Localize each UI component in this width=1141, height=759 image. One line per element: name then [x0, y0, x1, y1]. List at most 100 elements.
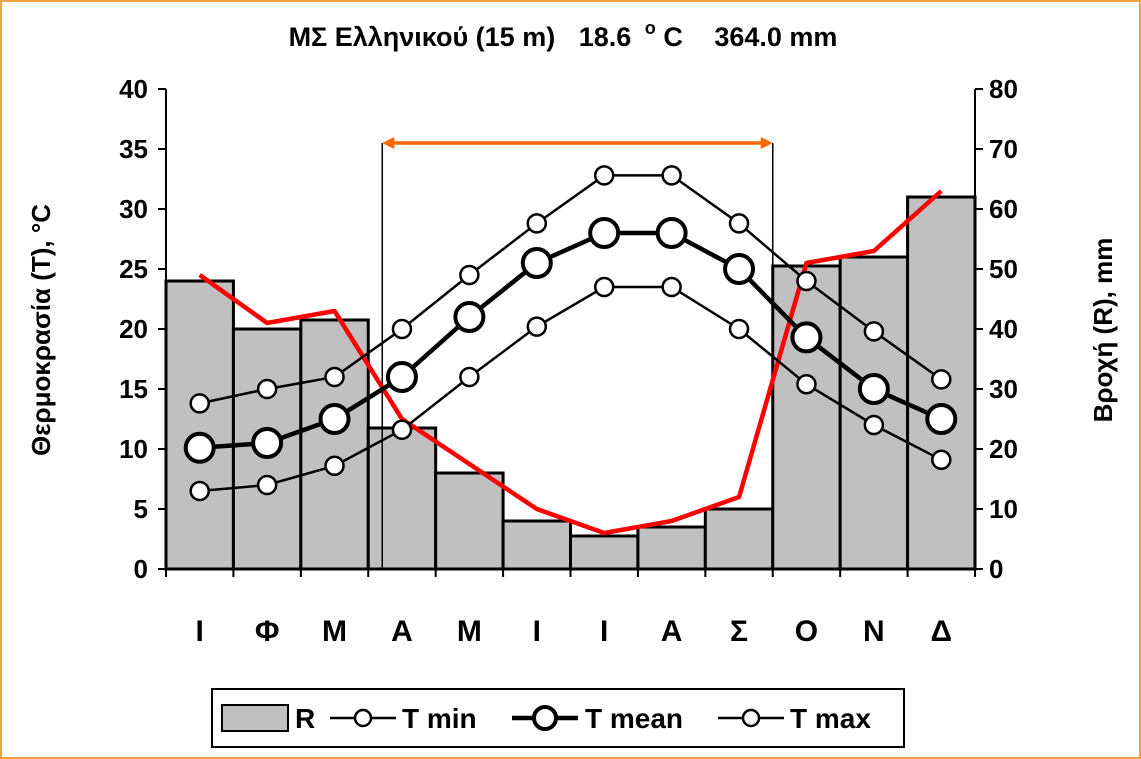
t-mean-point-2 [251, 427, 284, 459]
t-min-point-11 [863, 414, 885, 436]
t-mean-point-10 [790, 321, 823, 354]
t-mean-point-11 [857, 373, 890, 405]
t-max-point-3 [324, 366, 345, 388]
t-min-point-12 [931, 449, 952, 471]
month-label-1: Ι [196, 615, 204, 648]
t-max-point-5 [459, 264, 480, 286]
legend-swatch-r [221, 704, 289, 732]
legend-label-r: R [295, 703, 315, 734]
month-label-4: Α [391, 615, 413, 648]
y2-axis-label: Βροχή (R), mm [1088, 238, 1118, 423]
rain-bar-7 [569, 534, 640, 571]
rain-bar-11 [838, 255, 910, 571]
y-tick-label-25: 25 [119, 254, 148, 284]
y2-tick-label-0: 0 [989, 554, 1003, 584]
y2-tick-label-70: 70 [989, 134, 1018, 164]
rain-polyline [198, 189, 943, 536]
t-max-point-1 [189, 393, 210, 414]
t-min-point-9 [728, 318, 750, 340]
t-min-point-10 [796, 373, 817, 395]
t-mean-point-12 [925, 403, 958, 435]
t-max-point-6 [526, 213, 548, 234]
t-max-point-11 [863, 321, 885, 342]
legend-label-t-min: T min [402, 703, 477, 734]
y-tick-label-40: 40 [119, 74, 148, 104]
month-label-5: Μ [457, 615, 482, 648]
rain-bar-4 [366, 426, 438, 571]
t-max-point-12 [931, 369, 952, 390]
y2-tick-label-30: 30 [989, 374, 1018, 404]
y2-tick-label-60: 60 [989, 194, 1018, 224]
y2-tick-label-20: 20 [989, 434, 1018, 464]
dry-period [381, 137, 774, 569]
legend: R T min T mean T max [211, 688, 905, 748]
title-rain: 364.0 mm [714, 22, 837, 52]
y-tick-label-30: 30 [119, 194, 148, 224]
t-mean-point-8 [655, 217, 688, 249]
t-mean-point-1 [183, 431, 216, 464]
legend-label-t-max: T max [790, 703, 871, 734]
t-min-point-7 [593, 276, 615, 298]
rain-bar-3 [299, 318, 370, 571]
month-label-3: Μ [322, 615, 347, 648]
t-max-line [199, 174, 943, 405]
month-label-2: Φ [255, 615, 280, 648]
dry-period-arrowhead-right [760, 137, 773, 149]
rain-bar-1 [164, 279, 235, 571]
temperature-lines [183, 165, 958, 502]
y2-tick-label-40: 40 [989, 314, 1018, 344]
y-axis-label: Θερμοκρασία (Τ), °C [26, 204, 56, 456]
t-max-point-9 [728, 213, 750, 234]
chart-title: ΜΣ Ελληνικού (15 m) 18.6 o C 364.0 mm [289, 10, 838, 52]
t-max-point-4 [391, 318, 413, 340]
y2-tick-label-10: 10 [989, 494, 1018, 524]
t-max-point-2 [256, 378, 278, 400]
dry-period-arrowhead-left [382, 137, 395, 149]
y2-tick-label-80: 80 [989, 74, 1018, 104]
t-max-point-10 [796, 270, 817, 292]
title-temp-value: 18.6 [579, 22, 632, 52]
y-tick-label-20: 20 [119, 314, 148, 344]
left-tick-labels: 0 5 10 15 20 25 30 35 40 [119, 74, 148, 584]
t-mean-point-7 [588, 217, 621, 249]
month-label-6: Ι [533, 615, 541, 648]
t-max-point-7 [593, 165, 615, 186]
y-tick-label-0: 0 [134, 554, 148, 584]
month-label-8: Α [661, 615, 683, 648]
legend-marker-t-mean [532, 705, 558, 731]
rain-bar-5 [434, 471, 505, 571]
y-tick-label-15: 15 [119, 374, 148, 404]
month-label-9: Σ [730, 615, 748, 648]
t-min-point-3 [324, 455, 345, 477]
t-min-point-8 [661, 276, 682, 298]
t-min-point-5 [459, 366, 480, 388]
y-tick-label-10: 10 [119, 434, 148, 464]
rain-bar-8 [636, 525, 707, 571]
t-mean-point-5 [453, 301, 486, 333]
y2-tick-label-50: 50 [989, 254, 1018, 284]
right-tick-labels: 0 10 20 30 40 50 60 70 80 [989, 74, 1018, 584]
rain-bar-9 [703, 507, 775, 571]
title-celsius: C [663, 22, 683, 52]
title-degree: o [645, 18, 656, 38]
y-tick-label-35: 35 [119, 134, 148, 164]
t-mean-point-9 [723, 253, 756, 285]
t-mean-point-3 [318, 403, 351, 435]
month-label-10: Ο [795, 615, 818, 648]
axes [158, 88, 983, 577]
t-mean-point-4 [385, 361, 418, 393]
t-mean-point-6 [520, 247, 553, 279]
legend-marker-t-max [741, 708, 761, 728]
legend-marker-t-min [353, 708, 373, 728]
legend-label-t-mean: T mean [585, 703, 683, 734]
month-label-12: Δ [931, 615, 953, 648]
t-min-point-4 [391, 419, 413, 441]
rain-line [198, 189, 943, 536]
t-min-line [199, 285, 942, 493]
month-label-7: Ι [600, 615, 608, 648]
t-min-point-6 [526, 316, 548, 337]
t-max-point-8 [661, 165, 682, 186]
t-min-point-2 [256, 474, 278, 496]
